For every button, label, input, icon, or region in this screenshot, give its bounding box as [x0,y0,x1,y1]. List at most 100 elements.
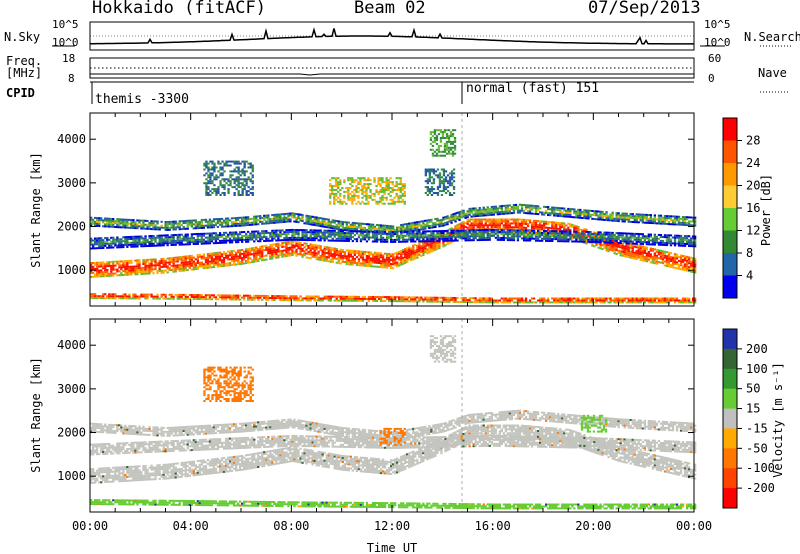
data-cell [311,219,314,222]
data-cell [661,216,665,219]
data-cell [186,263,189,266]
data-cell [271,297,274,299]
data-cell [575,299,578,302]
data-cell [164,265,167,268]
data-cell [98,275,101,278]
data-cell [653,216,656,219]
data-cell [267,239,270,242]
data-cell [241,252,244,255]
data-cell [530,231,534,234]
data-cell [214,256,218,258]
data-cell [673,217,677,220]
data-cell [124,260,127,263]
data-cell [426,242,429,245]
data-cell [478,222,481,225]
data-cell [253,240,256,243]
data-cell [265,236,268,238]
data-cell [685,261,689,264]
data-cell [428,298,431,301]
data-cell [681,223,685,226]
data-cell [222,253,226,256]
data-cell [96,297,99,300]
data-cell [595,299,598,302]
data-cell [621,248,624,251]
data-cell [295,248,298,251]
data-cell [442,234,445,236]
data-cell [98,269,101,272]
data-cell [178,241,181,244]
data-cell [657,251,661,254]
data-cell [390,300,393,303]
data-cell [500,218,503,221]
data-cell [420,224,423,227]
data-cell [478,239,481,242]
data-cell [591,210,594,212]
data-cell [122,270,125,273]
data-cell [142,223,145,226]
data-cell [621,250,624,253]
data-cell [524,232,528,235]
data-cell [629,244,632,247]
data-cell [492,211,495,214]
data-cell [448,220,451,223]
data-cell [500,233,503,235]
data-cell [329,229,332,232]
data-cell [528,212,532,215]
data-cell [657,249,661,252]
data-cell [432,234,435,237]
data-cell [577,229,580,232]
data-cell [176,241,179,244]
data-cell [456,297,459,299]
data-cell [424,230,427,233]
data-cell [633,297,636,300]
data-cell [365,223,369,226]
data-cell [285,220,288,223]
data-cell [476,235,479,238]
data-cell [484,297,487,300]
data-cell [641,297,644,300]
data-cell [283,233,286,236]
data-cell [267,248,270,251]
data-cell [251,238,254,241]
data-cell [293,229,296,231]
data-cell [575,210,578,213]
data-cell [677,265,681,268]
data-cell [367,299,371,302]
data-cell [367,227,371,230]
data-cell [279,231,282,234]
data-cell [235,263,238,266]
data-cell [559,209,562,212]
data-cell [279,221,282,224]
data-cell [418,253,421,256]
data-cell [265,230,268,233]
data-cell [476,215,479,217]
data-cell [545,206,548,208]
data-cell [241,240,244,243]
data-cell [434,222,437,224]
data-cell [442,239,445,242]
data-cell [420,232,423,235]
data-cell [502,239,505,241]
data-cell [106,271,109,273]
data-cell [436,223,439,226]
data-cell [655,301,658,304]
data-cell [430,234,433,237]
data-cell [100,261,103,264]
data-cell [428,249,431,252]
data-cell [156,244,159,247]
data-cell [327,226,330,229]
data-cell [615,219,618,222]
data-cell [452,239,455,242]
data-cell [283,295,286,298]
data-cell [134,271,137,274]
data-cell [573,301,576,304]
data-cell [679,299,683,302]
data-cell [512,232,516,235]
data-cell [377,258,381,261]
data-cell [430,236,433,239]
data-cell [315,295,318,298]
data-cell [212,236,216,239]
data-cell [122,222,125,225]
data-cell [396,235,399,237]
data-cell [490,226,493,229]
